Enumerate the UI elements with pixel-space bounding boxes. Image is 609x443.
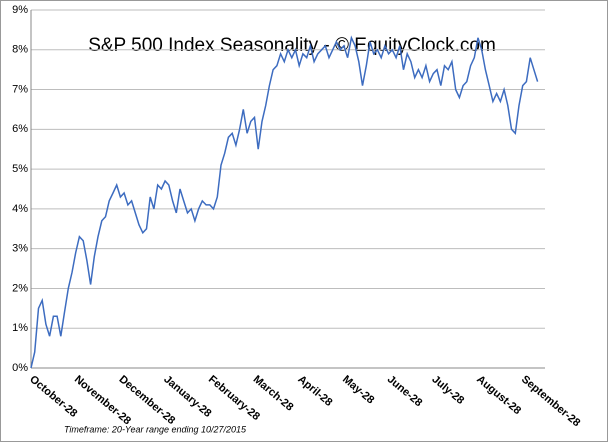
series-line: [30, 35, 539, 369]
chart-title: S&P 500 Index Seasonality - © EquityCloc…: [88, 35, 496, 56]
y-tick-label: 7%: [12, 83, 28, 95]
y-tick-label: 4%: [12, 203, 28, 215]
footnote: Timeframe: 20-Year range ending 10/27/20…: [64, 424, 247, 434]
y-tick-label: 8%: [12, 44, 28, 56]
y-tick-label: 9%: [12, 4, 28, 16]
y-tick-label: 1%: [12, 322, 28, 334]
y-tick-label: 0%: [12, 362, 28, 374]
y-tick-label: 2%: [12, 282, 28, 294]
y-tick-label: 6%: [12, 123, 28, 135]
y-tick-label: 5%: [12, 163, 28, 175]
y-tick-label: 3%: [12, 243, 28, 255]
